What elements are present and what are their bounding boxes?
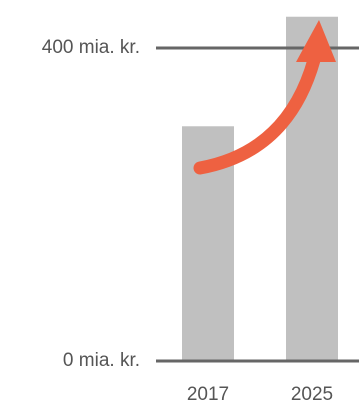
y-tick-label: 400 mia. kr. — [42, 37, 140, 58]
y-tick-label: 0 mia. kr. — [63, 350, 140, 371]
x-tick-label: 2017 — [187, 384, 229, 405]
growth-arrowhead — [296, 20, 336, 62]
x-tick-label: 2025 — [291, 384, 333, 405]
growth-arrow — [193, 53, 321, 175]
